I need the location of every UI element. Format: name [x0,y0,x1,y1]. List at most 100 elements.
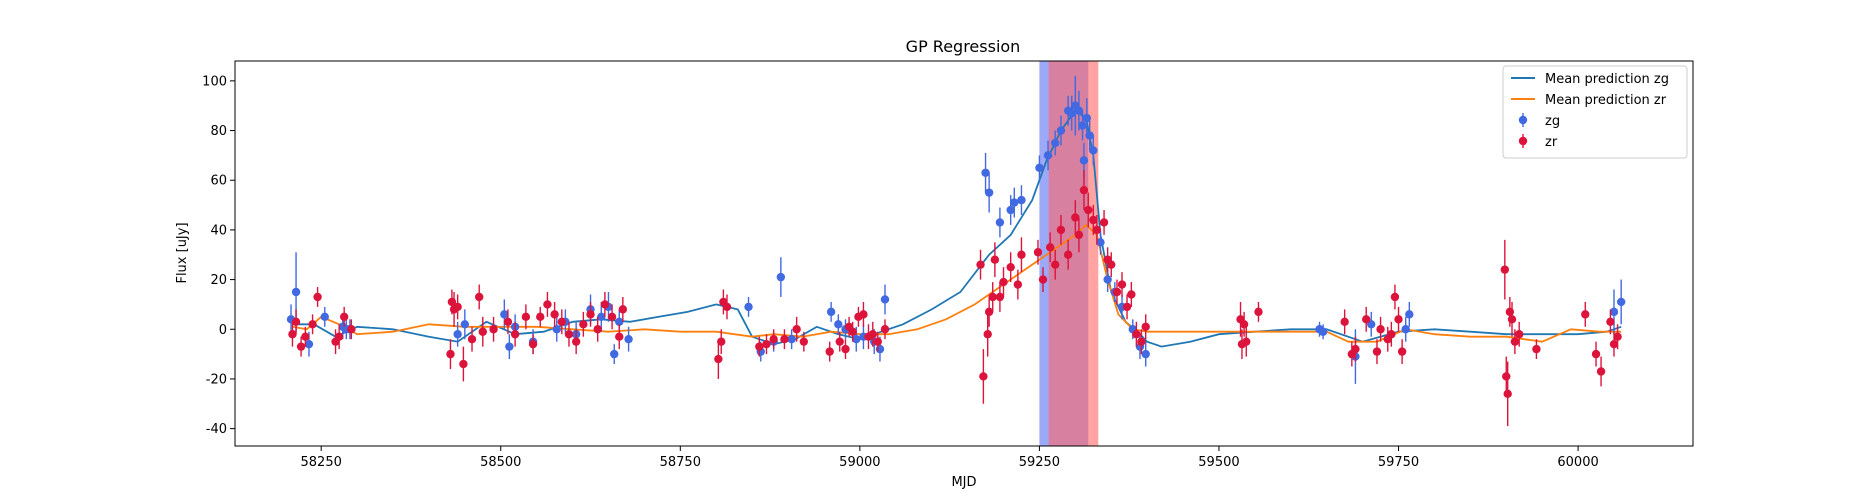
x-tick-label: 59250 [1019,455,1060,470]
data-point-zr [976,260,985,269]
data-point-zr [543,300,552,309]
y-tick-label: -40 [206,422,227,437]
data-point-zr [1596,367,1606,376]
data-point-zg [1010,198,1019,207]
data-point-zr [1013,280,1023,289]
data-point-zg [1401,325,1410,334]
data-point-zr [1581,310,1590,319]
data-point-zr [1045,243,1055,252]
data-point-zg [460,320,470,329]
data-point-zr [714,354,723,364]
plot-frame [234,60,1694,447]
axes: 58250 58500 58750 59000 59250 59500 59750 60000… [202,74,1599,470]
legend-swatch-marker [1518,136,1528,146]
data-point-zg [995,218,1005,227]
data-point-zr [983,330,992,339]
data-point-zr [1141,322,1150,331]
x-tick-label: 59500 [1198,455,1239,470]
x-axis-label: MJD [951,475,976,490]
data-point-zg [776,272,786,282]
legend-label: zr [1545,135,1558,150]
data-point-zr [459,359,468,369]
data-point-zr [528,339,538,349]
data-point-zr [1089,215,1098,225]
data-point-zr [1239,320,1249,329]
data-point-zr [1591,349,1601,359]
data-point-zr [1038,275,1048,284]
data-point-zg [500,310,509,319]
x-tick-label: 59000 [839,455,880,470]
data-point-zr [503,317,513,327]
data-point-zg [1616,297,1626,307]
data-point-zr [835,337,844,346]
data-point-zr [1092,225,1102,235]
data-point-zr [1387,330,1396,339]
data-point-zr [571,337,581,346]
y-axis-label: Flux [uJy] [175,222,190,283]
data-point-zr [564,330,574,339]
data-point-zg [1085,131,1094,140]
line-mean-prediction-zr [292,223,1622,343]
data-point-zr [1609,339,1619,349]
data-point-zr [308,320,317,329]
data-point-zr [1017,250,1026,259]
data-point-zg [1089,146,1098,155]
data-point-zr [1107,260,1116,269]
data-point-zr [1390,292,1400,302]
data-point-zg [1051,138,1060,148]
data-point-zr [615,332,624,341]
data-point-zg [1405,310,1414,319]
data-point-zr [1397,347,1407,356]
data-point-zr [1500,265,1510,274]
x-tick-label: 58250 [301,455,342,470]
data-point-zr [979,372,988,381]
data-point-zg [320,312,329,322]
data-point-zg [304,339,314,349]
data-point-zr [1127,290,1136,299]
data-point-zr [1351,344,1360,354]
series-zr [288,170,1622,427]
data-point-zr [618,305,628,314]
data-point-zr [988,292,997,302]
data-point-zr [1122,302,1132,312]
y-tick-label: -20 [206,372,227,387]
chart-title: GP Regression [906,37,1021,56]
data-point-zr [1117,280,1127,289]
data-point-zg [1079,156,1089,165]
data-point-zr [474,292,484,302]
data-point-zr [600,300,610,309]
data-point-zg [453,330,462,339]
data-point-zr [722,302,732,312]
data-point-zg [1078,121,1087,130]
data-point-zr [478,327,487,336]
data-point-zg [1017,195,1026,205]
data-point-zr [1503,389,1512,399]
data-point-zr [347,325,356,334]
plot-area [286,61,1626,446]
data-point-zg [597,312,606,322]
data-point-zg [1056,126,1066,135]
legend-box [1502,65,1688,159]
data-point-zr [586,310,595,319]
data-point-zr [301,332,310,341]
data-point-zg [1103,275,1112,284]
data-point-zr [607,312,617,322]
data-point-zr [717,337,726,346]
data-point-zg [1067,108,1076,118]
data-point-zg [852,334,861,344]
x-tick-label: 58750 [660,455,701,470]
data-point-zr [859,310,868,319]
data-point-zr [999,277,1008,287]
data-point-zr [296,342,306,351]
data-point-zr [1137,337,1146,346]
data-point-zr [453,302,462,312]
data-point-zr [1372,347,1382,356]
data-point-zr [880,325,890,334]
data-point-zg [981,168,990,177]
data-point-zr [1362,315,1371,324]
data-point-zr [825,347,834,356]
data-point-zr [1505,307,1515,317]
data-point-zr [1074,230,1084,240]
data-point-zr [1132,330,1141,339]
